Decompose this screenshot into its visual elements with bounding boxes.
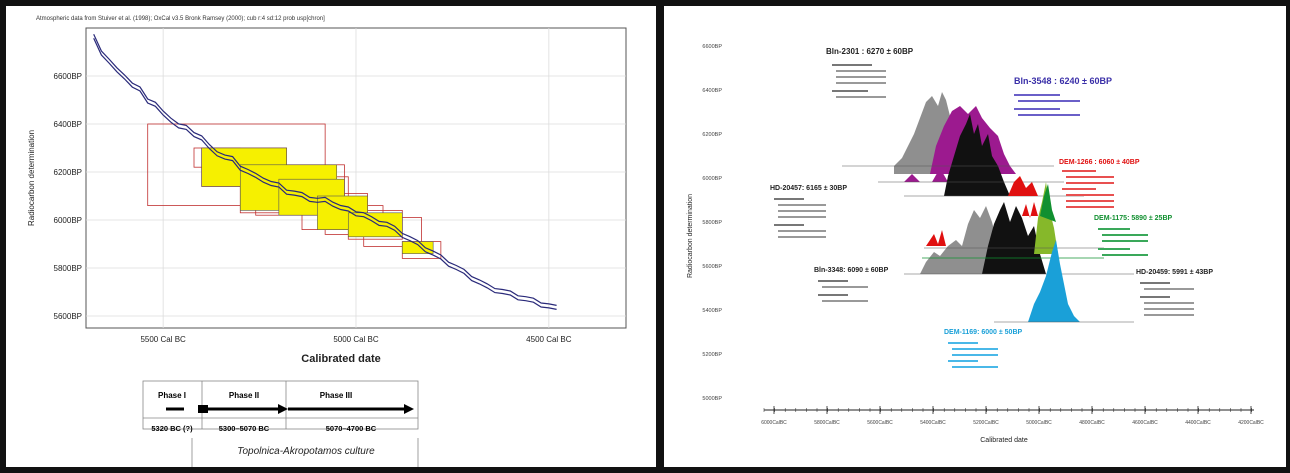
y-tick-label: 5600BP	[54, 312, 82, 321]
x-ticks: 6000CalBC 5800CalBC 5600CalBC 5400CalBC 5200…	[761, 406, 1264, 426]
y-tick-label: 5000BP	[702, 396, 722, 402]
probability-panel: 6600BP 6400BP 6200BP 6000BP 5800BP 5600BP 5400…	[664, 6, 1286, 467]
x-tick-label: 4600CalBC	[1132, 420, 1158, 426]
highlight-box	[401, 241, 434, 254]
dist-dem1169	[1028, 240, 1080, 322]
calibration-panel: Atmospheric data from Stuiver et al. (19…	[6, 6, 656, 467]
phase-1-label: Phase I	[158, 391, 186, 400]
distributions	[842, 92, 1134, 323]
chart-header: Atmospheric data from Stuiver et al. (19…	[36, 16, 325, 22]
y-tick-label: 5800BP	[54, 264, 82, 273]
x-tick-label: 5400CalBC	[920, 420, 946, 426]
x-tick-label: 5000CalBC	[1026, 420, 1052, 426]
y-ticks: 6600BP 6400BP 6200BP 6000BP 5800BP 5600BP 5400…	[702, 44, 722, 402]
curve-upper	[93, 33, 557, 306]
label-bln2301: Bln-2301 : 6270 ± 60BP	[826, 47, 914, 56]
y-ticks: 6600BP 6400BP 6200BP 6000BP 5800BP 5600BP	[54, 72, 82, 321]
y-tick-label: 6600BP	[54, 72, 82, 81]
probability-chart: 6600BP 6400BP 6200BP 6000BP 5800BP 5600BP 5400…	[687, 44, 1264, 444]
phase-diagram: Phase I Phase II Phase III 5320 BC (?) 5…	[142, 380, 419, 467]
phase-2-label: Phase II	[229, 391, 259, 400]
y-tick-label: 6000BP	[702, 176, 722, 182]
x-tick-label: 4400CalBC	[1185, 420, 1211, 426]
x-tick-label: 5500 Cal BC	[140, 335, 186, 344]
culture-label: Topolnica-Akropotamos culture	[237, 446, 375, 457]
x-tick-label: 6000CalBC	[761, 420, 787, 426]
x-tick-label: 5800CalBC	[814, 420, 840, 426]
highlight-boxes	[201, 147, 434, 254]
phase-3-range: 5070–4700 BC	[326, 424, 377, 433]
dist-hd20457	[982, 202, 1046, 274]
x-tick-label: 4800CalBC	[1079, 420, 1105, 426]
dist-dem1266	[926, 176, 1038, 246]
x-axis-label: Calibrated date	[980, 437, 1028, 444]
dist-black-main	[944, 114, 1010, 196]
calibration-curve	[93, 33, 557, 310]
x-tick-label: 5000 Cal BC	[333, 335, 379, 344]
y-tick-label: 6000BP	[54, 216, 82, 225]
x-ticks: 5500 Cal BC 5000 Cal BC 4500 Cal BC	[140, 335, 571, 344]
label-hd20459: HD-20459: 5991 ± 43BP	[1136, 269, 1213, 276]
label-dem1266: DEM-1266 : 6060 ± 40BP	[1059, 159, 1140, 166]
x-tick-label: 5600CalBC	[867, 420, 893, 426]
x-tick-label: 4500 Cal BC	[526, 335, 572, 344]
phase-2-range: 5300–5070 BC	[219, 424, 270, 433]
x-tick-label: 4200CalBC	[1238, 420, 1264, 426]
phase-2-marker	[198, 405, 208, 413]
y-axis-label: Radiocarbon determination	[27, 130, 36, 226]
y-axis-label: Radiocarbon determination	[687, 194, 694, 278]
y-tick-label: 6600BP	[702, 44, 722, 50]
label-bln3548: Bln-3548 : 6240 ± 60BP	[1014, 76, 1112, 86]
label-hd20457: HD-20457: 6165 ± 30BP	[770, 185, 847, 192]
x-axis-label: Calibrated date	[301, 353, 380, 365]
y-tick-label: 6400BP	[702, 88, 722, 94]
sample-labels: Bln-2301 : 6270 ± 60BP Bln-3548 : 6240 ±…	[770, 47, 1213, 336]
phase-1-range: 5320 BC (?)	[151, 424, 193, 433]
label-dem1175: DEM-1175: 5890 ± 25BP	[1094, 215, 1172, 222]
calibration-chart: Atmospheric data from Stuiver et al. (19…	[27, 16, 627, 467]
y-tick-label: 5800BP	[702, 220, 722, 226]
y-tick-label: 6200BP	[702, 132, 722, 138]
phase-3-label: Phase III	[320, 391, 352, 400]
y-tick-label: 5400BP	[702, 308, 722, 314]
label-bln3348: Bln-3348: 6090 ± 60BP	[814, 267, 889, 274]
y-tick-label: 6400BP	[54, 120, 82, 129]
curve-lower	[93, 37, 557, 310]
phase-box	[142, 380, 419, 430]
x-tick-label: 5200CalBC	[973, 420, 999, 426]
y-tick-label: 5200BP	[702, 352, 722, 358]
y-tick-label: 6200BP	[54, 168, 82, 177]
highlight-box	[347, 212, 403, 238]
y-tick-label: 5600BP	[702, 264, 722, 270]
probability-details	[774, 64, 1194, 368]
label-dem1169: DEM-1169: 6000 ± 50BP	[944, 329, 1022, 336]
